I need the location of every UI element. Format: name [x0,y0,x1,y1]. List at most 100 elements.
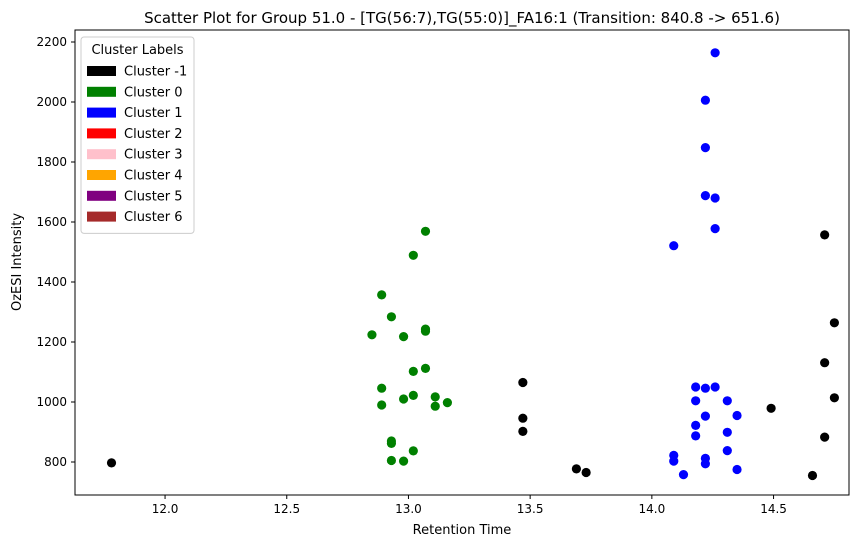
legend-swatch [87,149,116,160]
data-point [398,456,409,466]
x-tick-label: 13.5 [517,502,544,516]
data-point [732,410,742,421]
legend-label: Cluster 4 [124,169,183,184]
legend-label: Cluster 1 [124,106,183,121]
legend-item: Cluster 5 [87,189,183,204]
data-point [820,432,830,442]
y-tick-label: 800 [44,455,67,469]
data-point [829,393,839,403]
data-point [377,383,387,393]
data-point [367,330,377,340]
x-tick-label: 13.0 [395,502,422,516]
y-tick-label: 1800 [36,155,67,169]
legend-label: Cluster 0 [124,85,183,100]
data-point [430,392,440,402]
data-point [430,401,440,411]
data-point [581,467,591,478]
data-point [106,458,117,468]
y-tick-label: 1200 [36,335,67,349]
data-point [710,193,720,203]
legend-swatch [87,107,116,118]
legend-item: Cluster 2 [87,127,183,142]
data-point [700,191,710,201]
data-point [386,455,397,466]
data-point [691,420,701,430]
data-point [518,413,528,423]
series-cluster--1 [106,230,839,481]
data-point [691,382,701,392]
data-point [820,358,830,368]
y-tick-label: 1400 [36,275,67,289]
data-point [722,396,732,406]
data-point [691,396,701,406]
data-point [700,383,710,393]
data-point [408,446,418,456]
y-tick-label: 2200 [36,35,67,49]
data-point [420,363,431,373]
legend-label: Cluster 5 [124,189,183,204]
legend: Cluster Labels Cluster -1 Cluster 0 Cluster… [80,36,195,234]
legend-label: Cluster -1 [124,65,187,80]
data-point [700,95,710,105]
x-tick-label: 12.0 [152,502,179,516]
legend-frame [80,36,195,234]
legend-item: Cluster 4 [87,169,183,184]
data-point [722,446,732,456]
data-point [710,224,720,234]
data-point [408,366,418,376]
data-point [420,326,431,336]
data-point [386,438,397,448]
data-point [700,411,710,421]
data-point [678,470,689,480]
data-point [518,426,528,436]
data-point [722,427,732,437]
y-tick-label: 2000 [36,95,67,109]
legend-swatch [87,66,116,76]
legend-swatch [87,211,116,222]
x-tick-label: 12.5 [273,502,300,516]
data-point [710,382,720,392]
data-point [829,318,839,328]
x-tick-label: 14.0 [638,502,665,516]
data-point [732,464,742,475]
y-tick-label: 1000 [36,395,67,409]
legend-label: Cluster 3 [124,148,183,163]
series-cluster-1 [669,48,742,480]
legend-item: Cluster 0 [87,85,183,100]
legend-swatch [87,190,116,201]
legend-swatch [87,170,116,180]
data-point [518,377,528,388]
chart-title: Scatter Plot for Group 51.0 - [TG(56:7),… [144,9,780,28]
legend-item: Cluster 3 [87,148,183,163]
legend-label: Cluster 6 [124,210,183,225]
data-point [420,226,431,236]
data-point [398,332,409,342]
data-point [820,230,830,240]
series-cluster-0 [367,226,452,466]
legend-swatch [87,86,116,97]
data-point [807,470,818,481]
legend-item: Cluster -1 [87,65,187,80]
y-axis-label: OzESI Intensity [10,213,25,311]
data-point [669,456,679,466]
data-point [408,390,418,400]
x-tick-label: 14.5 [760,502,787,516]
data-point [766,403,776,413]
plot-frame [74,29,850,496]
data-point [377,400,387,410]
y-tick-label: 1600 [36,215,67,229]
data-point [571,464,581,474]
legend-label: Cluster 2 [124,127,183,142]
data-point [700,459,710,469]
data-point [700,143,710,153]
x-axis-label: Retention Time [413,523,512,538]
legend-swatch [87,128,116,139]
data-point [669,241,679,251]
legend-title: Cluster Labels [91,43,183,58]
data-point [710,48,720,58]
legend-item: Cluster 6 [87,210,183,225]
data-point [386,312,397,322]
data-point [691,431,701,441]
data-point [408,250,418,260]
